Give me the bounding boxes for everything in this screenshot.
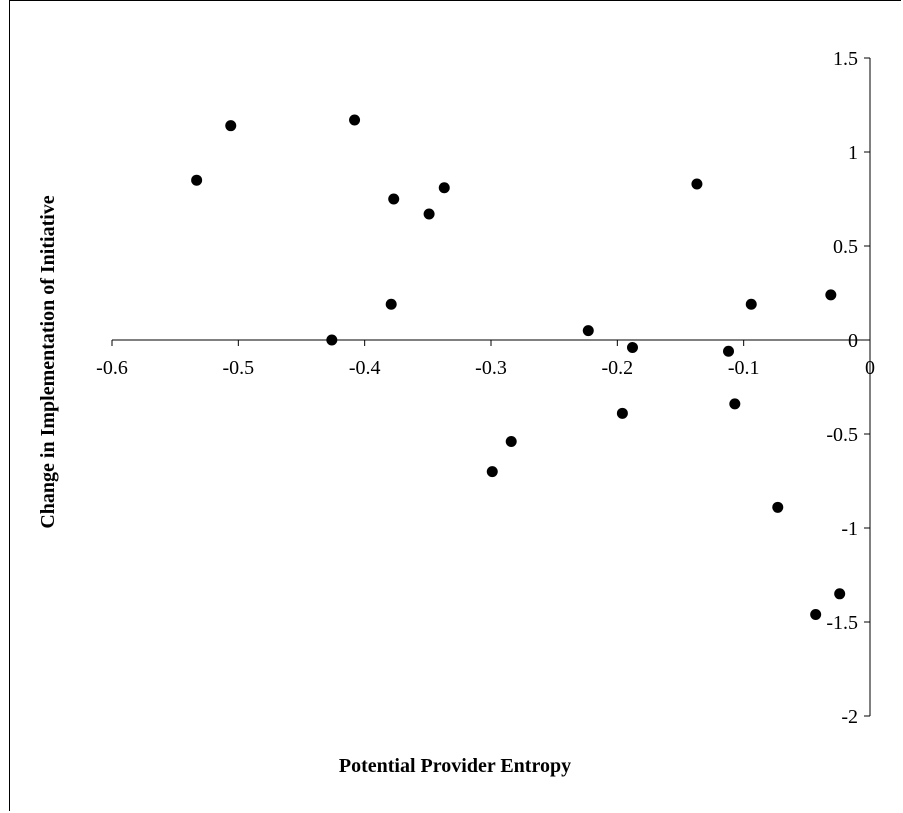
x-tick-label: -0.2	[601, 357, 633, 379]
x-tick-label: -0.5	[222, 357, 254, 379]
data-point	[423, 208, 435, 220]
y-tick-label: 1	[848, 142, 858, 164]
y-tick-label: 1.5	[833, 48, 858, 70]
x-tick-label: -0.1	[728, 357, 760, 379]
data-point	[626, 342, 638, 354]
y-tick-label: -1.5	[826, 612, 858, 634]
data-point	[225, 120, 237, 132]
data-point	[691, 178, 703, 190]
data-point	[505, 436, 517, 448]
data-point	[772, 501, 784, 513]
data-point	[349, 114, 361, 126]
data-point	[385, 298, 397, 310]
data-points	[191, 114, 846, 620]
data-point	[326, 334, 338, 346]
data-point	[745, 298, 757, 310]
data-point	[438, 182, 450, 194]
data-point	[825, 289, 837, 301]
data-point	[486, 466, 498, 478]
x-tick-label: 0	[865, 357, 875, 379]
data-point	[723, 345, 735, 357]
y-tick-label: 0	[848, 330, 858, 352]
ticks: -0.6 -0.5 -0.4 -0.3 -0.2 -0.1 0 1.5 1 0.5 0 -0.5 -1 -…	[96, 48, 875, 728]
data-point	[388, 193, 400, 205]
y-axis-title: Change in Implementation of Initiative	[37, 195, 59, 528]
y-tick-label: -1	[841, 518, 858, 540]
y-tick-label: -2	[841, 706, 858, 728]
data-point	[582, 325, 594, 337]
x-axis-title: Potential Provider Entropy	[339, 755, 571, 777]
axes	[112, 58, 871, 716]
x-tick-label: -0.4	[349, 357, 381, 379]
data-point	[834, 588, 846, 600]
y-tick-label: -0.5	[826, 424, 858, 446]
data-point	[616, 407, 628, 419]
data-point	[729, 398, 741, 410]
data-point	[191, 174, 203, 186]
x-tick-label: -0.6	[96, 357, 128, 379]
x-tick-label: -0.3	[475, 357, 507, 379]
data-point	[810, 608, 822, 620]
y-tick-label: 0.5	[833, 236, 858, 258]
chart-frame	[9, 0, 901, 811]
